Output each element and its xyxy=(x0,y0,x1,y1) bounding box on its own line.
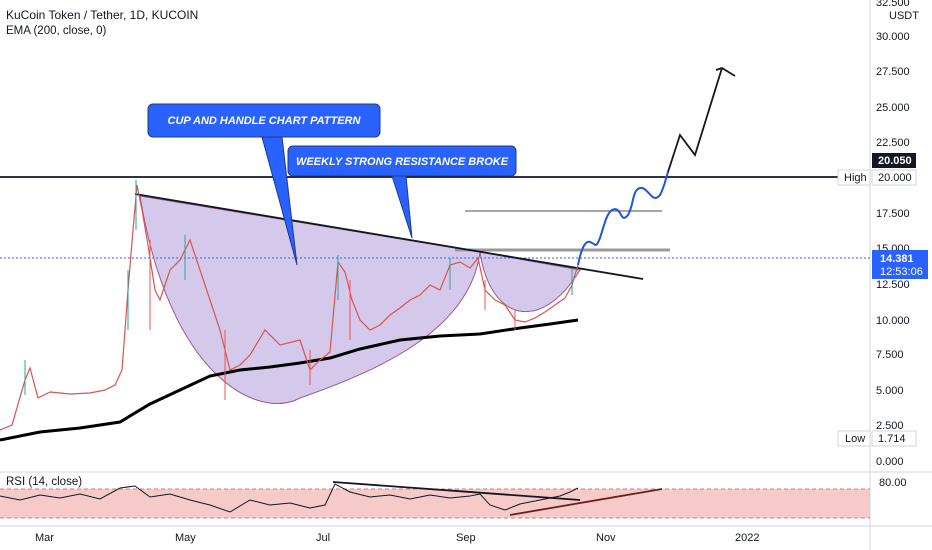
cup-handle-callout-pointer xyxy=(261,136,298,266)
time-tick: Mar xyxy=(35,532,54,544)
rsi-indicator-label[interactable]: RSI (14, close) xyxy=(6,476,83,488)
price-scale-currency: USDT xyxy=(889,10,919,22)
price-tick: 17.500 xyxy=(876,208,910,220)
rsi-trendline xyxy=(509,488,663,516)
high-label-text: High xyxy=(844,172,867,184)
ema-line xyxy=(0,318,579,442)
candles-down xyxy=(149,240,516,400)
high-value-text: 20.000 xyxy=(878,172,912,184)
time-tick: 2022 xyxy=(735,532,759,544)
time-tick: Nov xyxy=(596,532,616,544)
current-price-tag xyxy=(872,250,928,279)
low-value-tag xyxy=(871,430,917,447)
descending-trendline xyxy=(134,193,644,280)
price-tick: 2.500 xyxy=(876,420,904,432)
symbol-title[interactable]: KuCoin Token / Tether, 1D, KUCOIN xyxy=(6,8,199,22)
resistance-callout-text: WEEKLY STRONG RESISTANCE BROKE xyxy=(296,156,509,168)
price-top-value: 32.500 xyxy=(876,0,910,9)
rsi-divergence-line xyxy=(332,481,581,501)
time-tick: May xyxy=(175,532,196,544)
projection-arrowhead xyxy=(715,67,736,77)
time-tick: Jul xyxy=(316,532,330,544)
high-value-tag xyxy=(871,169,917,186)
countdown-text: 12:53:06 xyxy=(880,266,923,278)
price-tick: 12.500 xyxy=(876,279,910,291)
low-value-text: 1.714 xyxy=(878,433,906,445)
price-tick: 7.500 xyxy=(876,349,904,361)
resistance-value-tag xyxy=(872,153,916,168)
price-tick: 5.000 xyxy=(876,385,904,397)
price-tick: 25.000 xyxy=(876,102,910,114)
price-tick: 30.000 xyxy=(876,31,910,43)
high-label-tag xyxy=(837,169,871,186)
rsi-line xyxy=(0,483,579,513)
low-label-text: Low xyxy=(845,433,865,445)
ema-indicator-label[interactable]: EMA (200, close, 0) xyxy=(6,25,107,37)
resistance-value-text: 20.050 xyxy=(878,155,912,167)
candles-up xyxy=(24,180,573,395)
rsi-tick: 80.00 xyxy=(879,477,907,489)
price-tick: 27.500 xyxy=(876,66,910,78)
price-series xyxy=(0,184,579,431)
time-tick: Sep xyxy=(456,532,476,544)
cup-handle-callout-text: CUP AND HANDLE CHART PATTERN xyxy=(168,115,362,127)
main-pane xyxy=(0,0,870,472)
price-tick: 10.000 xyxy=(876,315,910,327)
resistance-callout-pointer xyxy=(391,175,413,239)
projection-arrow xyxy=(667,67,723,173)
low-label-tag xyxy=(837,430,871,447)
projection-path xyxy=(577,171,669,266)
price-tick: 22.500 xyxy=(876,137,910,149)
price-tick: 0.000 xyxy=(876,456,904,468)
current-price-text: 14.381 xyxy=(880,253,914,265)
rsi-band xyxy=(0,489,870,518)
